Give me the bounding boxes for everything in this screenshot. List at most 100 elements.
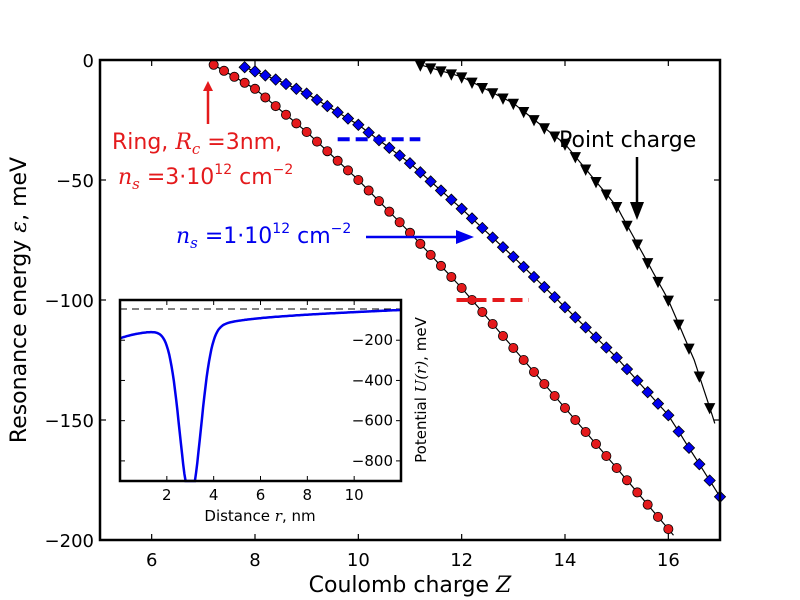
data-point <box>528 115 540 127</box>
data-point <box>620 362 634 376</box>
data-point <box>601 450 612 461</box>
data-point <box>600 341 613 354</box>
data-point <box>487 88 499 100</box>
blue-ring-annotation: ns =1·1012 cm−2 <box>176 221 474 252</box>
data-point <box>290 82 303 95</box>
data-point <box>559 139 571 151</box>
data-point <box>527 270 541 284</box>
data-point <box>332 155 343 166</box>
inset-y-tick-label: −800 <box>352 452 393 470</box>
data-point <box>570 414 581 425</box>
data-point <box>238 61 251 74</box>
inset-x-tick-label: 4 <box>209 486 219 504</box>
data-point <box>218 65 229 76</box>
data-point <box>446 271 457 282</box>
data-point <box>477 306 488 317</box>
data-point <box>610 351 623 364</box>
blue-density-label: ns =1·1012 cm−2 <box>176 221 351 252</box>
series-markers <box>208 59 727 535</box>
data-point <box>435 66 447 78</box>
data-point <box>507 250 520 263</box>
red-ring-annotation: Ring, Rc =3nm, ns =3·1012 cm−2 <box>112 81 293 193</box>
x-tick-label: 14 <box>554 550 577 571</box>
data-point <box>239 77 250 88</box>
data-point <box>672 425 685 438</box>
data-point <box>518 354 529 365</box>
data-point <box>279 77 293 91</box>
data-point <box>362 126 375 139</box>
x-tick-label: 16 <box>657 550 680 571</box>
inset-potential-curve <box>119 308 401 483</box>
data-point <box>579 321 592 334</box>
x-tick-label: 8 <box>249 550 260 571</box>
data-point <box>259 69 272 82</box>
x-tick-label: 12 <box>450 550 473 571</box>
data-point <box>403 157 417 170</box>
inset-x-tick-label: 2 <box>162 486 172 504</box>
point-charge-arrow-head <box>630 202 644 220</box>
data-point <box>517 260 530 274</box>
inset-x-tick-label: 6 <box>256 486 266 504</box>
x-tick-label: 6 <box>146 550 157 571</box>
data-point <box>662 409 675 422</box>
data-point <box>394 217 405 228</box>
data-point <box>642 499 653 510</box>
data-point <box>538 280 551 294</box>
ring-radius-label: Ring, Rc =3nm, <box>112 130 282 158</box>
point-charge-annotation: Point charge <box>559 128 696 220</box>
data-point <box>487 318 498 329</box>
inset-axis-ticks: 2 4 6 8 10 −200 −400 −600 −800 <box>120 300 401 504</box>
inset-y-tick-label: −400 <box>352 371 393 389</box>
data-point <box>549 390 560 401</box>
data-point <box>704 403 716 415</box>
data-point <box>291 118 302 129</box>
data-point <box>673 319 685 331</box>
data-point <box>269 73 282 86</box>
data-point <box>569 311 582 324</box>
data-point <box>352 118 365 131</box>
data-point <box>497 330 508 341</box>
data-point <box>455 202 468 215</box>
data-point <box>373 196 384 207</box>
inset-x-tick-label: 10 <box>345 486 364 504</box>
data-point <box>476 221 489 235</box>
data-point <box>301 127 312 138</box>
data-point <box>497 93 509 105</box>
y-axis-label: Resonance energy ε, meV <box>7 157 32 443</box>
data-point <box>434 184 448 197</box>
data-point <box>539 378 550 389</box>
data-point <box>384 206 395 217</box>
data-point <box>229 71 240 82</box>
data-point <box>683 343 695 355</box>
data-point <box>529 366 540 377</box>
data-point <box>353 174 364 185</box>
data-point <box>208 59 219 70</box>
inset-y-tick-label: −200 <box>352 331 393 349</box>
data-point <box>363 185 374 196</box>
data-point <box>331 106 344 119</box>
data-point <box>558 301 572 314</box>
data-point <box>424 175 437 188</box>
data-point <box>415 238 426 249</box>
data-point <box>425 63 437 75</box>
data-point <box>549 131 561 143</box>
data-point <box>414 166 427 179</box>
data-point <box>311 136 322 147</box>
data-point <box>611 462 622 473</box>
data-point <box>445 193 458 206</box>
data-point <box>600 189 612 201</box>
inset-x-axis-label: Distance r, nm <box>204 507 315 525</box>
data-point <box>507 98 519 111</box>
data-point <box>383 141 396 155</box>
data-point <box>580 426 591 437</box>
data-point <box>508 342 519 353</box>
data-point <box>321 99 334 113</box>
data-point <box>703 474 716 487</box>
y-tick-label: 0 <box>83 51 94 72</box>
data-point <box>322 146 333 157</box>
data-point <box>548 290 561 304</box>
data-point <box>611 202 623 214</box>
data-point <box>456 282 467 293</box>
data-point <box>445 69 457 81</box>
